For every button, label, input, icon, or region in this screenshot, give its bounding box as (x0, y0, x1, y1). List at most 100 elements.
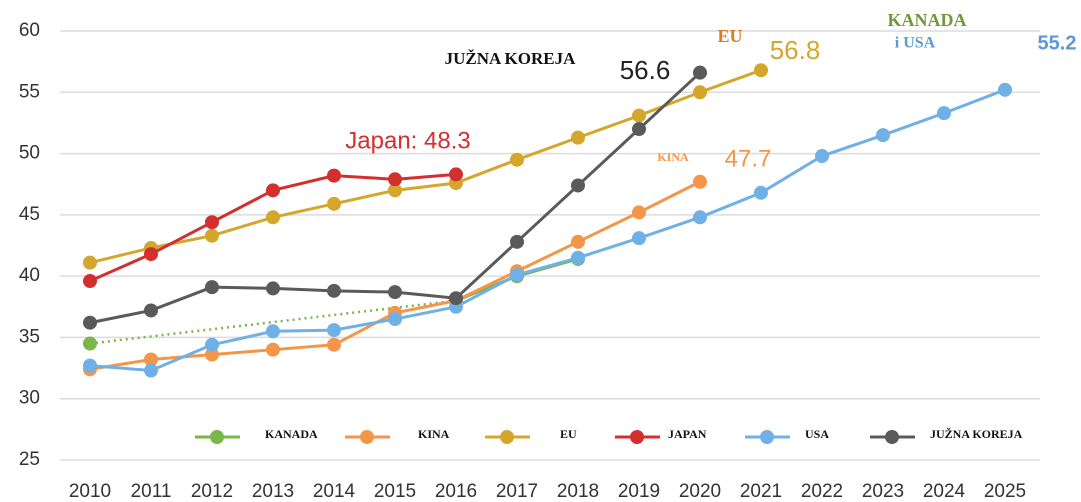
annotation: Japan: 48.3 (345, 127, 470, 154)
data-point (815, 149, 829, 164)
y-tick-label: 60 (19, 20, 40, 41)
y-tick-label: 45 (19, 204, 40, 225)
data-point (510, 267, 524, 282)
data-point (83, 274, 97, 289)
data-point (693, 85, 707, 100)
data-point (205, 280, 219, 295)
x-tick-label: 2018 (557, 481, 599, 502)
data-point (998, 82, 1012, 97)
annotation: KANADA (888, 10, 967, 30)
annotation: JUŽNA KOREJA (445, 49, 577, 68)
data-point (388, 285, 402, 300)
data-point (449, 167, 463, 182)
data-point (571, 234, 585, 249)
data-point (144, 352, 158, 367)
data-point (327, 196, 341, 211)
data-point (449, 291, 463, 306)
data-point (83, 315, 97, 330)
data-point (83, 336, 97, 351)
x-tick-label: 2020 (679, 481, 721, 502)
data-point (632, 122, 646, 137)
y-tick-label: 30 (19, 388, 40, 409)
annotation: 56.6 (620, 55, 671, 85)
data-point (876, 128, 890, 143)
legend-label: EU (560, 427, 577, 441)
legend-dot (500, 430, 514, 444)
data-point (205, 215, 219, 230)
data-point (327, 168, 341, 183)
x-tick-label: 2016 (435, 481, 477, 502)
y-tick-label: 35 (19, 326, 40, 347)
legend-dot (210, 430, 224, 444)
x-tick-label: 2024 (923, 481, 966, 502)
y-tick-label: 55 (19, 81, 40, 102)
annotation: i USA (895, 35, 936, 52)
data-point (327, 283, 341, 298)
data-point (144, 303, 158, 318)
data-point (266, 342, 280, 357)
y-tick-label: 25 (19, 449, 40, 470)
legend-dot (630, 430, 644, 444)
data-point (266, 281, 280, 296)
series-line (89, 88, 1006, 373)
data-point (693, 174, 707, 189)
data-point (754, 63, 768, 78)
legend-label: USA (805, 427, 829, 441)
data-point (205, 347, 219, 362)
data-point (571, 250, 585, 265)
x-tick-label: 2021 (740, 481, 782, 502)
x-tick-label: 2023 (862, 481, 904, 502)
legend-label: JAPAN (668, 427, 707, 441)
x-tick-label: 2013 (252, 481, 294, 502)
data-point (388, 183, 402, 198)
x-tick-label: 2010 (69, 481, 111, 502)
data-point (327, 337, 341, 352)
data-point (266, 324, 280, 339)
data-point (571, 130, 585, 145)
data-point (693, 65, 707, 80)
series-line (89, 68, 762, 265)
annotation: 55.2 (1038, 32, 1077, 54)
x-tick-label: 2022 (801, 481, 843, 502)
data-point (632, 205, 646, 220)
data-point (327, 323, 341, 338)
x-tick-label: 2017 (496, 481, 538, 502)
data-point (510, 152, 524, 167)
annotation: 56.8 (770, 35, 821, 65)
data-point (632, 108, 646, 123)
data-point (144, 247, 158, 262)
legend-label: KANADA (265, 427, 318, 441)
data-point (388, 172, 402, 187)
annotation: KINA (657, 150, 689, 164)
x-tick-label: 2015 (374, 481, 416, 502)
data-point (937, 106, 951, 121)
y-tick-label: 40 (19, 265, 40, 286)
x-tick-label: 2014 (313, 481, 356, 502)
data-point (693, 210, 707, 225)
legend-label: KINA (418, 427, 450, 441)
data-point (266, 210, 280, 225)
data-point (83, 255, 97, 270)
annotation: 47.7 (725, 145, 772, 172)
x-tick-label: 2025 (984, 481, 1026, 502)
x-tick-label: 2012 (191, 481, 233, 502)
data-point (571, 178, 585, 193)
y-tick-label: 50 (19, 143, 40, 164)
data-point (144, 363, 158, 378)
x-tick-label: 2011 (131, 481, 172, 502)
data-point (266, 183, 280, 198)
data-point (632, 231, 646, 246)
legend-dot (360, 430, 374, 444)
data-point (388, 312, 402, 327)
data-point (754, 185, 768, 200)
data-point (510, 234, 524, 249)
data-point (205, 228, 219, 243)
legend-label: JUŽNA KOREJA (930, 427, 1023, 441)
annotation: EU (717, 26, 742, 46)
legend-dot (885, 430, 899, 444)
x-tick-label: 2019 (618, 481, 660, 502)
legend-dot (760, 430, 774, 444)
data-point (205, 337, 219, 352)
data-point (83, 358, 97, 373)
